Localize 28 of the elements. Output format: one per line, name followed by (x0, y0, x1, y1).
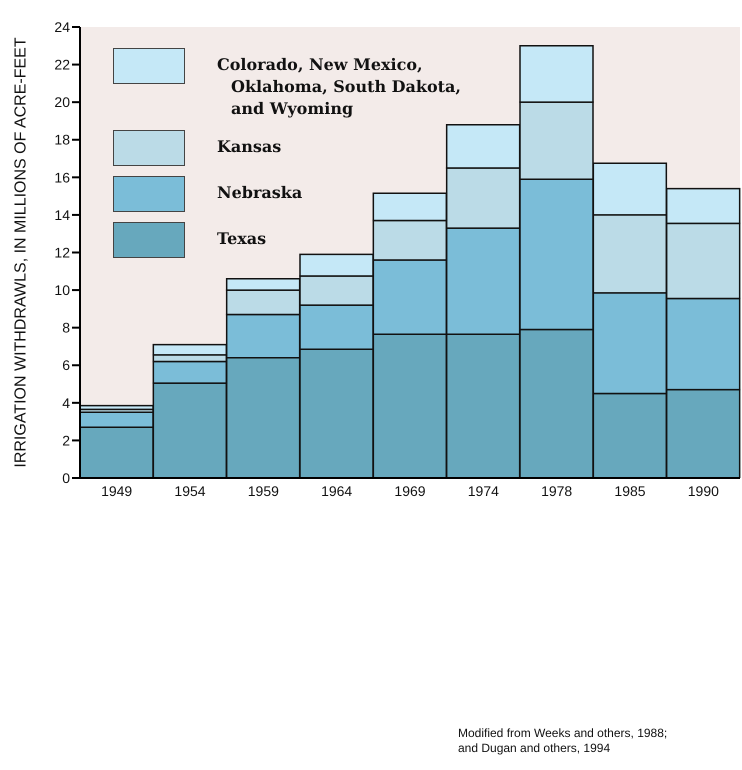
y-tick-label: 16 (54, 169, 70, 186)
y-tick-label: 24 (54, 18, 70, 35)
y-tick-label: 0 (62, 470, 70, 486)
legend-label: Nebraska (217, 182, 302, 204)
y-tick-label: 10 (54, 282, 70, 298)
y-tick-label: 2 (62, 432, 70, 448)
x-tick-label: 1954 (174, 482, 206, 499)
x-tick-label: 1985 (614, 482, 646, 499)
y-tick-label: 14 (54, 206, 70, 223)
x-tick-label: 1964 (321, 482, 352, 499)
y-tick-label: 12 (54, 244, 70, 260)
y-tick-label: 8 (62, 320, 70, 336)
legend-label: Kansas (217, 136, 282, 158)
legend-label: Colorado, New Mexico, Oklahoma, South Dakota, and Wyoming (217, 54, 461, 120)
y-axis-title: IRRIGATION WITHDRAWLS, IN MILLIONS OF ACRE-FEET (12, 37, 30, 468)
text: Modified from Weeks and others, 1988; and Dugan and others, 1994 (458, 726, 668, 756)
y-tick-label: 20 (54, 94, 70, 110)
x-tick-label: 1959 (248, 482, 280, 499)
x-tick-label: 1990 (688, 482, 720, 499)
x-tick-label: 1969 (394, 482, 426, 499)
y-tick-label: 6 (62, 357, 70, 374)
y-tick-label: 22 (54, 56, 70, 73)
legend-label: Texas (217, 228, 266, 250)
x-tick-label: 1974 (468, 482, 500, 499)
x-tick-label: 1978 (541, 482, 572, 499)
x-tick-label: 1949 (101, 482, 132, 499)
y-tick-label: 4 (62, 394, 70, 411)
y-tick-label: 18 (54, 132, 70, 148)
